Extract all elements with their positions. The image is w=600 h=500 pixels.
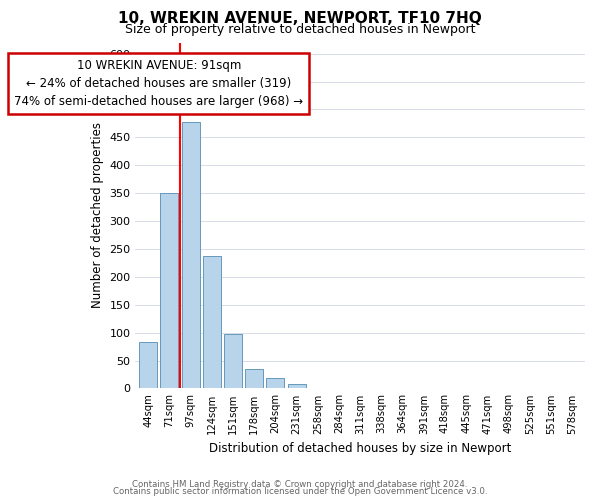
Bar [266,378,284,388]
Y-axis label: Number of detached properties: Number of detached properties [91,122,104,308]
Bar [245,369,263,388]
X-axis label: Distribution of detached houses by size in Newport: Distribution of detached houses by size … [209,442,511,455]
Text: 10 WREKIN AVENUE: 91sqm
← 24% of detached houses are smaller (319)
74% of semi-d: 10 WREKIN AVENUE: 91sqm ← 24% of detache… [14,59,304,108]
Bar [139,342,157,388]
Text: 10, WREKIN AVENUE, NEWPORT, TF10 7HQ: 10, WREKIN AVENUE, NEWPORT, TF10 7HQ [118,11,482,26]
Bar [182,122,200,388]
Bar [287,384,305,388]
Text: Contains public sector information licensed under the Open Government Licence v3: Contains public sector information licen… [113,488,487,496]
Text: Size of property relative to detached houses in Newport: Size of property relative to detached ho… [125,22,475,36]
Bar [224,334,242,388]
Bar [160,193,178,388]
Bar [203,256,221,388]
Text: Contains HM Land Registry data © Crown copyright and database right 2024.: Contains HM Land Registry data © Crown c… [132,480,468,489]
